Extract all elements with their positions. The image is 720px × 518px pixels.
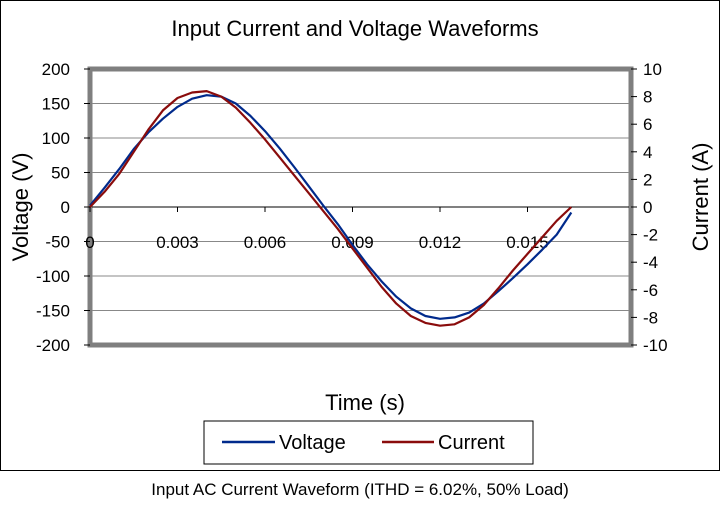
y2-tick-label: -2 [643, 226, 658, 245]
y2-tick-label: 10 [643, 60, 662, 79]
y2-tick-label: 6 [643, 115, 652, 134]
chart-title: Input Current and Voltage Waveforms [171, 16, 538, 41]
x-tick-label: 0.015 [506, 233, 549, 252]
x-tick-label: 0.009 [331, 233, 374, 252]
series-line-current [89, 89, 573, 327]
y2-tick-label: 8 [643, 88, 652, 107]
y-tick-label: 200 [42, 60, 70, 79]
x-tick-label: 0.003 [156, 233, 199, 252]
legend-label-current: Current [438, 432, 505, 454]
y-tick-label: 0 [61, 198, 70, 217]
y-tick-label: -200 [36, 336, 70, 355]
x-axis-label: Time (s) [325, 390, 405, 415]
y2-tick-label: 2 [643, 170, 652, 189]
y2-tick-label: -10 [643, 336, 668, 355]
y2-tick-label: 4 [643, 143, 652, 162]
legend-label-voltage: Voltage [279, 432, 346, 454]
y-tick-label: 100 [42, 129, 70, 148]
x-ticks: 0 0.003 0.006 0.009 0.012 0.015 [85, 207, 549, 252]
y-tick-label: 150 [42, 95, 70, 114]
y2-ticks: 10 8 6 4 2 0 -2 -4 -6 -8 -10 [631, 60, 668, 355]
y-tick-label: 50 [51, 164, 70, 183]
x-tick-label: 0.012 [419, 233, 462, 252]
figure-caption: Input AC Current Waveform (ITHD = 6.02%,… [151, 480, 569, 499]
y-ticks: 200 150 100 50 0 -50 -100 -150 -200 [36, 60, 90, 355]
y2-tick-label: -6 [643, 281, 658, 300]
series-layer [89, 89, 573, 327]
y2-axis-label: Current (A) [688, 143, 713, 252]
y2-tick-label: -8 [643, 308, 658, 327]
y2-tick-label: -4 [643, 253, 658, 272]
y2-tick-label: 0 [643, 198, 652, 217]
y-axis-label: Voltage (V) [8, 153, 33, 262]
chart: Input Current and Voltage Waveforms 0 0.0… [8, 16, 713, 465]
x-tick-label: 0.006 [244, 233, 287, 252]
legend: Voltage Current [203, 420, 534, 465]
y-tick-label: -50 [45, 233, 70, 252]
x-tick-label: 0 [85, 233, 94, 252]
y-tick-label: -100 [36, 267, 70, 286]
y-tick-label: -150 [36, 302, 70, 321]
